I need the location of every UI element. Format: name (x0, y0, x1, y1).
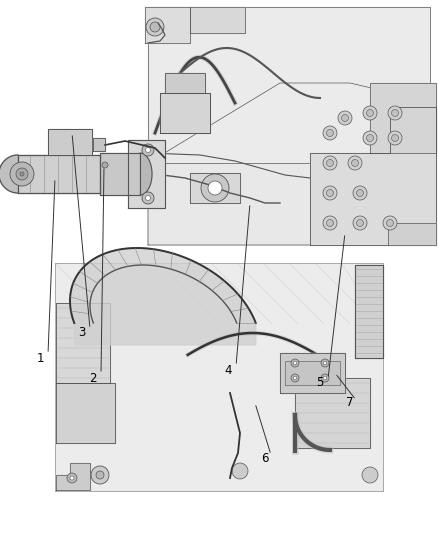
Polygon shape (190, 173, 240, 203)
Circle shape (67, 473, 77, 483)
Bar (55, 263, 383, 491)
Circle shape (70, 476, 74, 480)
Circle shape (388, 131, 402, 145)
Circle shape (363, 131, 377, 145)
Circle shape (383, 216, 397, 230)
Circle shape (392, 134, 399, 141)
Polygon shape (370, 83, 436, 153)
Text: 3: 3 (78, 327, 86, 340)
Circle shape (363, 106, 377, 120)
Polygon shape (355, 265, 383, 358)
Circle shape (291, 374, 299, 382)
Circle shape (357, 220, 364, 227)
Circle shape (293, 376, 297, 380)
Circle shape (362, 467, 378, 483)
Text: 2: 2 (89, 372, 97, 384)
Polygon shape (100, 153, 140, 195)
Text: 5: 5 (316, 376, 324, 390)
Circle shape (321, 359, 329, 367)
Circle shape (323, 376, 327, 380)
Circle shape (353, 186, 367, 200)
Circle shape (326, 220, 333, 227)
Circle shape (392, 109, 399, 117)
Polygon shape (18, 155, 100, 193)
Circle shape (201, 174, 229, 202)
Circle shape (102, 162, 108, 168)
Circle shape (323, 126, 337, 140)
Text: 1: 1 (36, 351, 44, 365)
Circle shape (146, 18, 164, 36)
Circle shape (353, 216, 367, 230)
Circle shape (150, 22, 160, 32)
Text: 6: 6 (261, 451, 269, 464)
Circle shape (142, 192, 154, 204)
Polygon shape (145, 7, 190, 43)
Polygon shape (148, 7, 430, 163)
Circle shape (208, 181, 222, 195)
Polygon shape (93, 138, 105, 151)
Circle shape (352, 159, 358, 166)
Polygon shape (70, 248, 256, 345)
Circle shape (367, 134, 374, 141)
Circle shape (367, 109, 374, 117)
Circle shape (386, 220, 393, 227)
Circle shape (16, 168, 28, 180)
Polygon shape (190, 7, 245, 33)
Polygon shape (148, 83, 436, 245)
Circle shape (293, 361, 297, 365)
Circle shape (338, 111, 352, 125)
Polygon shape (0, 155, 18, 193)
Circle shape (323, 186, 337, 200)
Polygon shape (310, 107, 436, 245)
Circle shape (323, 361, 327, 365)
Circle shape (96, 471, 104, 479)
Polygon shape (388, 223, 436, 245)
Circle shape (326, 130, 333, 136)
Polygon shape (160, 93, 210, 133)
Circle shape (10, 162, 34, 186)
Circle shape (20, 172, 24, 176)
Circle shape (357, 190, 364, 197)
Polygon shape (285, 361, 340, 385)
Circle shape (323, 156, 337, 170)
Polygon shape (140, 153, 152, 195)
Circle shape (342, 115, 349, 122)
Circle shape (91, 466, 109, 484)
Polygon shape (56, 303, 110, 383)
Circle shape (232, 463, 248, 479)
Text: 7: 7 (346, 397, 354, 409)
Polygon shape (280, 353, 345, 393)
Circle shape (321, 374, 329, 382)
Circle shape (323, 216, 337, 230)
Circle shape (348, 156, 362, 170)
Polygon shape (56, 463, 90, 490)
Text: 4: 4 (224, 364, 232, 376)
Circle shape (145, 148, 151, 152)
Polygon shape (295, 378, 370, 448)
Circle shape (142, 144, 154, 156)
Polygon shape (165, 73, 205, 93)
Polygon shape (56, 383, 115, 443)
Polygon shape (48, 129, 92, 155)
Circle shape (291, 359, 299, 367)
Bar (0, 5, 438, 265)
Polygon shape (56, 264, 382, 490)
Polygon shape (128, 140, 165, 208)
Circle shape (388, 106, 402, 120)
Circle shape (145, 196, 151, 200)
Circle shape (326, 190, 333, 197)
Circle shape (326, 159, 333, 166)
